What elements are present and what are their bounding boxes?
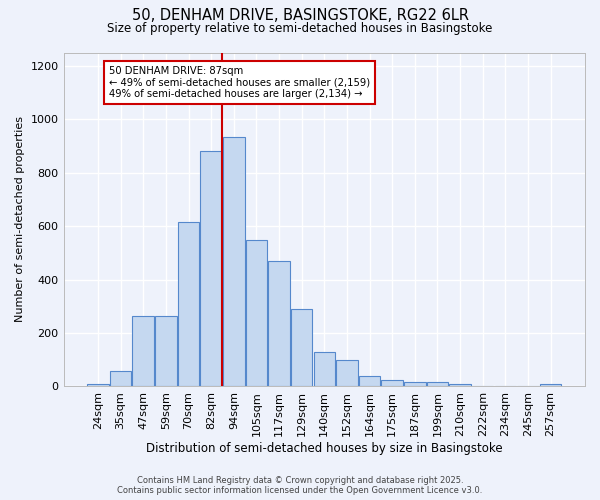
Bar — [268, 261, 290, 386]
Bar — [314, 352, 335, 386]
Bar — [245, 240, 267, 386]
Bar — [178, 222, 199, 386]
Text: 50 DENHAM DRIVE: 87sqm
← 49% of semi-detached houses are smaller (2,159)
49% of : 50 DENHAM DRIVE: 87sqm ← 49% of semi-det… — [109, 66, 370, 99]
Bar — [155, 316, 176, 386]
Bar — [291, 309, 313, 386]
Bar — [133, 316, 154, 386]
Bar — [87, 384, 109, 386]
Bar — [382, 380, 403, 386]
Bar — [110, 371, 131, 386]
Bar — [359, 376, 380, 386]
Bar — [223, 136, 245, 386]
Bar — [404, 382, 425, 386]
X-axis label: Distribution of semi-detached houses by size in Basingstoke: Distribution of semi-detached houses by … — [146, 442, 503, 455]
Bar — [427, 382, 448, 386]
Text: 50, DENHAM DRIVE, BASINGSTOKE, RG22 6LR: 50, DENHAM DRIVE, BASINGSTOKE, RG22 6LR — [131, 8, 469, 22]
Text: Contains HM Land Registry data © Crown copyright and database right 2025.
Contai: Contains HM Land Registry data © Crown c… — [118, 476, 482, 495]
Bar — [540, 384, 561, 386]
Bar — [449, 384, 471, 386]
Bar — [336, 360, 358, 386]
Y-axis label: Number of semi-detached properties: Number of semi-detached properties — [15, 116, 25, 322]
Text: Size of property relative to semi-detached houses in Basingstoke: Size of property relative to semi-detach… — [107, 22, 493, 35]
Bar — [200, 152, 222, 386]
